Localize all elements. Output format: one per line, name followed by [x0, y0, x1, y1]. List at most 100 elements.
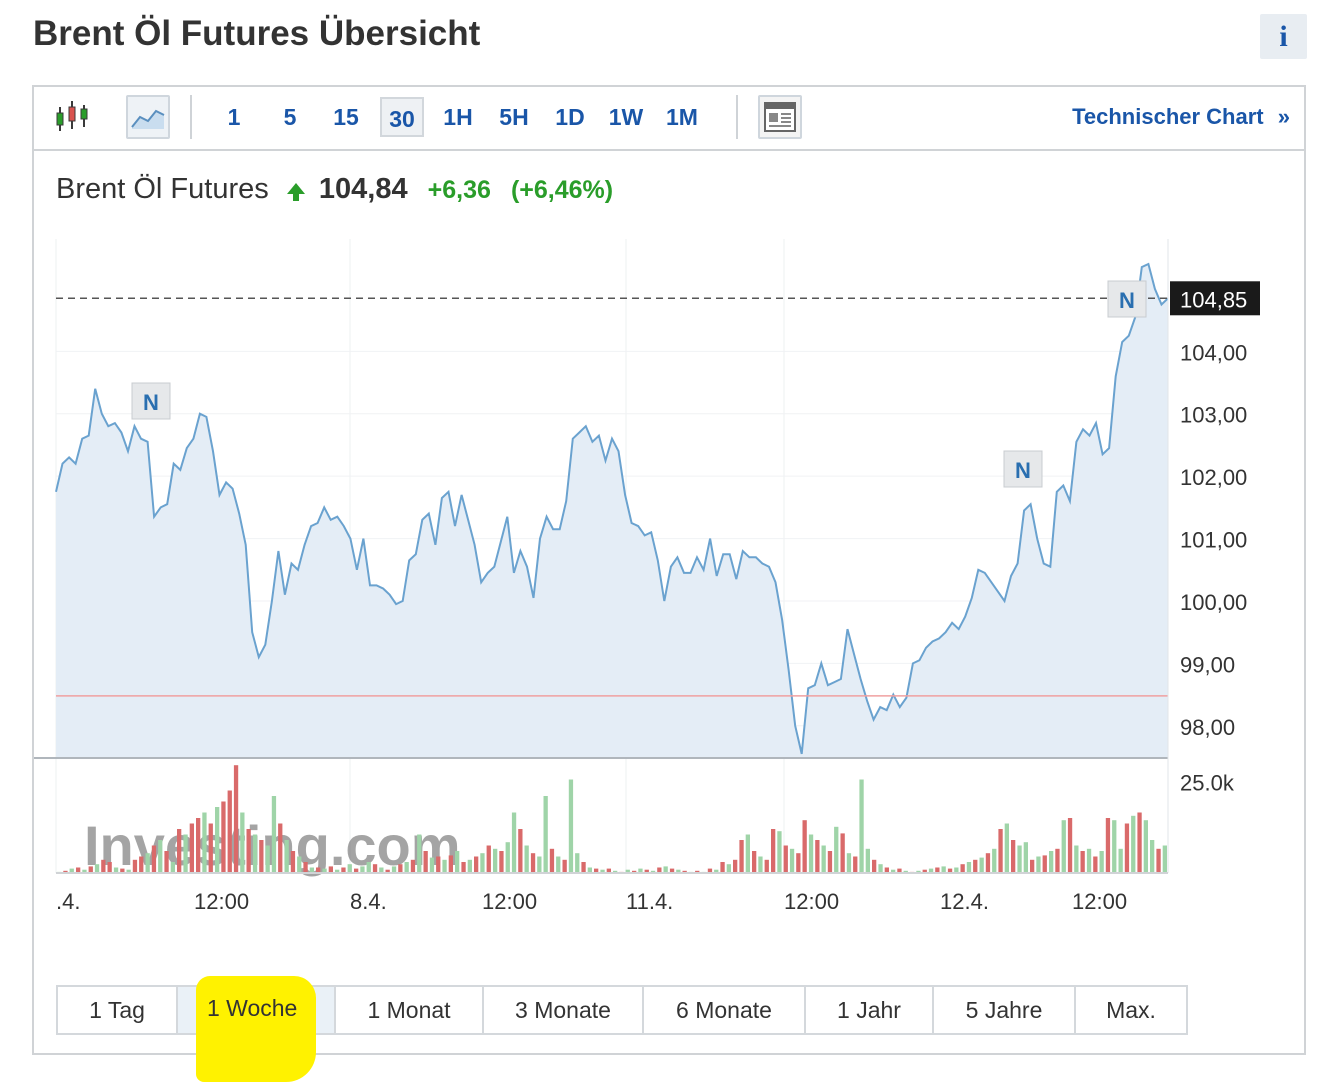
volume-bar: [903, 870, 908, 873]
volume-bar: [1118, 848, 1123, 873]
volume-bar: [663, 866, 668, 873]
volume-bar: [1080, 851, 1085, 873]
volume-bar: [726, 864, 731, 873]
interval-5h[interactable]: 5H: [499, 104, 529, 130]
volume-bar: [638, 868, 643, 873]
volume-bar: [859, 779, 864, 873]
volume-bar: [436, 856, 441, 873]
technical-chart-link[interactable]: Technischer Chart »: [1072, 97, 1290, 137]
interval-5[interactable]: 5: [283, 104, 297, 130]
range-6-monate[interactable]: 6 Monate: [644, 987, 806, 1033]
volume-bar: [202, 812, 207, 873]
volume-bar: [992, 848, 997, 873]
range-5-jahre[interactable]: 5 Jahre: [934, 987, 1076, 1033]
yellow-highlight-annotation: [196, 976, 316, 1082]
news-layout-icon[interactable]: [758, 95, 802, 139]
volume-bar: [423, 851, 428, 873]
volume-bar: [1061, 820, 1066, 873]
volume-bar: [391, 866, 397, 873]
volume-bar: [158, 840, 163, 873]
range-1-tag[interactable]: 1 Tag: [58, 987, 178, 1033]
volume-bar: [94, 864, 100, 873]
volume-bar: [347, 864, 352, 873]
volume-bar: [467, 859, 472, 873]
volume-bar: [284, 840, 289, 873]
news-marker[interactable]: N: [1107, 280, 1147, 318]
volume-bar: [827, 851, 833, 873]
volume-bar: [625, 869, 630, 873]
info-button[interactable]: i: [1260, 14, 1307, 59]
interval-1h[interactable]: 1H: [443, 104, 473, 130]
news-marker[interactable]: N: [131, 382, 171, 420]
volume-bar: [613, 870, 618, 873]
volume-bar: [233, 765, 239, 873]
volume-bar: [530, 853, 536, 873]
volume-bar: [752, 851, 757, 873]
svg-text:N: N: [1015, 458, 1031, 483]
page-title: Brent Öl Futures Übersicht: [33, 14, 481, 53]
price-line: [55, 262, 1169, 755]
interval-30[interactable]: 30: [380, 97, 424, 137]
volume-bar: [935, 867, 940, 873]
volume-tick-label: 25.0k: [1180, 770, 1235, 795]
instrument-name: Brent Öl Futures: [56, 173, 269, 205]
volume-bar: [461, 862, 466, 873]
volume-bar: [1137, 812, 1142, 873]
volume-bar: [707, 868, 713, 873]
last-price: 104,84: [318, 173, 408, 205]
volume-bar: [164, 851, 169, 873]
interval-1m[interactable]: 1M: [666, 104, 698, 130]
volume-bar: [101, 859, 106, 873]
volume-bar: [973, 859, 978, 873]
technical-chart-label: Technischer Chart: [1072, 104, 1264, 129]
volume-bar: [271, 796, 277, 873]
volume-bar: [132, 859, 138, 873]
range-1-jahr[interactable]: 1 Jahr: [806, 987, 934, 1033]
price-area: [56, 264, 1168, 757]
volume-bar: [644, 869, 649, 873]
y-tick-label: 104,00: [1180, 340, 1247, 365]
volume-bar: [872, 859, 877, 873]
volume-bar: [360, 866, 365, 873]
price-chart[interactable]: 98,00 99,00 100,00 101,00 102,00 103,00 104,00…: [34, 87, 1304, 967]
news-marker[interactable]: N: [1003, 450, 1043, 488]
volume-bar: [1112, 820, 1117, 873]
volume-bar: [372, 864, 378, 873]
volume-bar: [657, 867, 662, 873]
y-tick-label: 98,00: [1180, 715, 1235, 740]
volume-bar: [410, 859, 416, 873]
volume-bar: [404, 862, 409, 873]
volume-bar: [88, 866, 93, 873]
volume-bar: [126, 869, 131, 873]
volume-bar: [1011, 840, 1016, 873]
interval-15[interactable]: 15: [333, 104, 359, 130]
volume-bar: [865, 848, 870, 873]
x-tick-label: 12:00: [194, 889, 249, 914]
volume-bar: [240, 812, 245, 873]
toolbar-divider: [190, 95, 192, 139]
volume-bar: [840, 833, 845, 873]
interval-1[interactable]: 1: [227, 104, 241, 130]
interval-1w[interactable]: 1W: [608, 104, 644, 130]
range-1-woche-overlay-label: 1 Woche: [207, 995, 298, 1021]
volume-bar: [714, 869, 719, 873]
volume-bar: [954, 867, 959, 873]
volume-bar: [777, 831, 782, 873]
volume-bar: [985, 853, 991, 873]
volume-bar: [113, 867, 119, 873]
volume-bar: [581, 862, 586, 873]
volume-bar: [511, 812, 517, 873]
range-max[interactable]: Max.: [1106, 997, 1156, 1023]
range-1-monat[interactable]: 1 Monat: [336, 987, 484, 1033]
y-tick-label: 99,00: [1180, 652, 1235, 677]
volume-bar: [815, 840, 820, 873]
volume-bar: [366, 862, 371, 873]
area-chart-icon[interactable]: [126, 95, 170, 139]
interval-1d[interactable]: 1D: [555, 104, 585, 130]
volume-bar: [1036, 856, 1041, 873]
candlestick-icon[interactable]: [52, 95, 96, 139]
volume-bar: [524, 845, 529, 873]
volume-bar: [183, 834, 188, 873]
volume-bar: [227, 790, 232, 873]
range-3-monate[interactable]: 3 Monate: [484, 987, 644, 1033]
